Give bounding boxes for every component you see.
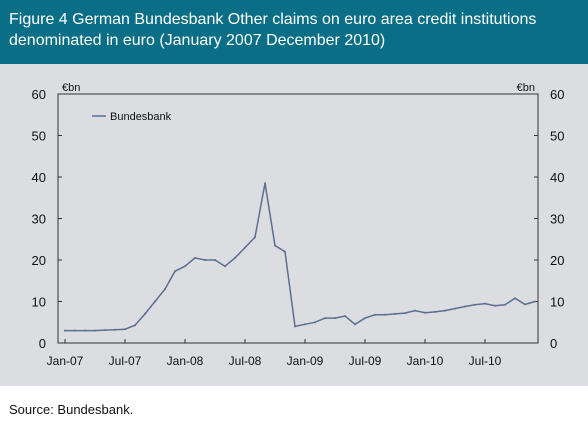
data-point <box>374 313 376 316</box>
data-point <box>64 329 66 332</box>
data-point <box>514 297 516 300</box>
data-point <box>274 244 276 247</box>
data-point <box>244 246 246 249</box>
y-tick-label-right: 50 <box>550 129 564 144</box>
data-point <box>294 325 296 328</box>
data-point <box>384 313 386 316</box>
data-point <box>224 265 226 268</box>
y-tick-label-left: 30 <box>32 212 46 227</box>
data-point <box>124 328 126 331</box>
y-axis-left: 0 10 20 30 40 50 60 <box>32 87 62 351</box>
data-point <box>504 303 506 306</box>
data-point <box>524 303 526 306</box>
y-tick-label-left: 10 <box>32 295 46 310</box>
x-tick-label: Jan-08 <box>167 354 204 368</box>
data-point <box>324 317 326 320</box>
data-point <box>314 321 316 324</box>
y-tick-label-right: 30 <box>550 212 564 227</box>
legend-label: Bundesbank <box>110 111 172 123</box>
data-point <box>404 312 406 315</box>
data-point <box>254 236 256 239</box>
y-tick-label-right: 0 <box>550 336 557 351</box>
x-tick-label: Jul-09 <box>349 354 382 368</box>
data-point <box>344 315 346 317</box>
y-tick-label-right: 60 <box>550 87 564 102</box>
data-point <box>94 329 96 332</box>
x-tick-label: Jan-10 <box>407 354 444 368</box>
data-point <box>194 256 196 259</box>
y-axis-right: 0 10 20 30 40 50 60 <box>534 87 564 351</box>
y-axis-unit-right: €bn <box>517 82 535 94</box>
x-tick-label: Jan-09 <box>287 354 324 368</box>
y-axis-unit-left: €bn <box>62 82 80 94</box>
data-point <box>174 270 176 273</box>
y-tick-label-left: 40 <box>32 170 46 185</box>
figure-header: Figure 4 German Bundesbank Other claims … <box>0 0 588 64</box>
data-point <box>494 304 496 307</box>
y-tick-label-left: 60 <box>32 87 46 102</box>
data-point <box>474 303 476 306</box>
y-tick-label-right: 20 <box>550 253 564 268</box>
data-point <box>334 317 336 320</box>
data-point <box>204 259 206 261</box>
x-tick-label: Jul-07 <box>109 354 142 368</box>
data-point <box>454 307 456 310</box>
x-tick-label: Jan-07 <box>47 354 84 368</box>
y-tick-label-left: 0 <box>39 336 46 351</box>
line-chart: €bn €bn Bundesbank 0 10 20 30 40 50 60 0 10 20 30… <box>32 82 565 368</box>
data-point <box>234 256 236 259</box>
data-point <box>534 300 536 303</box>
data-point <box>394 312 396 315</box>
y-tick-label-right: 10 <box>550 295 564 310</box>
data-point <box>484 302 486 305</box>
y-tick-label-left: 20 <box>32 253 46 268</box>
data-point <box>114 328 116 331</box>
data-point <box>354 323 356 326</box>
data-point <box>304 323 306 326</box>
data-point <box>434 310 436 313</box>
data-point <box>424 311 426 314</box>
data-point <box>284 250 286 253</box>
data-point <box>74 329 76 332</box>
data-point <box>184 265 186 268</box>
y-tick-label-left: 50 <box>32 129 46 144</box>
source-note: Source: Bundesbank. <box>9 402 134 417</box>
series-line-bundesbank <box>65 183 536 332</box>
data-point <box>464 305 466 308</box>
x-axis: Jan-07 Jul-07 Jan-08 Jul-08 Jan-09 Jul-09 Jan-… <box>47 339 502 368</box>
x-tick-label: Jul-10 <box>469 354 502 368</box>
data-point <box>444 309 446 312</box>
data-point <box>144 312 146 315</box>
series-points <box>64 182 536 332</box>
data-point <box>414 309 416 312</box>
plot-frame <box>57 93 539 344</box>
data-point <box>164 288 166 291</box>
data-point <box>84 329 86 332</box>
figure-title: Figure 4 German Bundesbank Other claims … <box>9 11 537 49</box>
figure-footer: Source: Bundesbank. <box>0 386 588 432</box>
data-point <box>134 324 136 327</box>
x-tick-label: Jul-08 <box>229 354 262 368</box>
data-point <box>264 182 266 185</box>
data-point <box>154 300 156 303</box>
data-point <box>364 317 366 320</box>
data-point <box>214 259 216 261</box>
data-point <box>104 329 106 332</box>
y-tick-label-right: 40 <box>550 170 564 185</box>
